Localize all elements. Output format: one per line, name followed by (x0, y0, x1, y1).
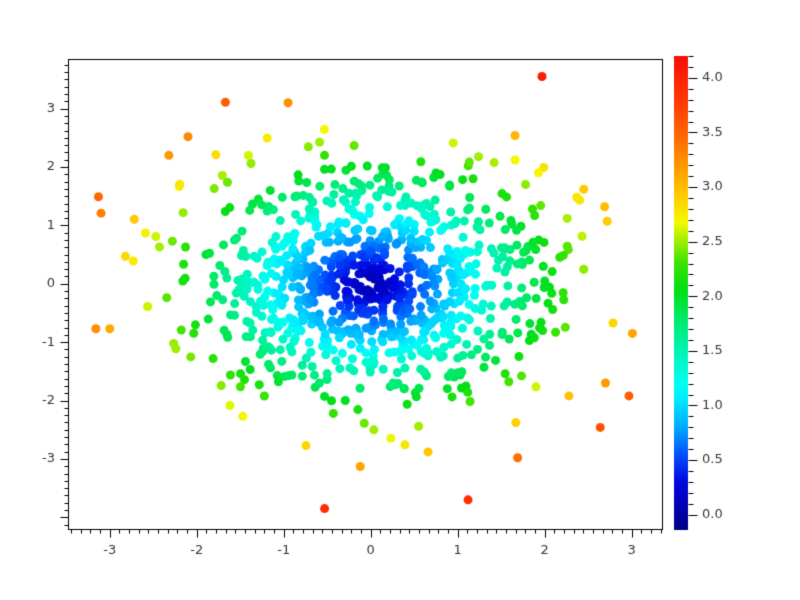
scatter-figure (0, 0, 800, 600)
scatter-plot-canvas (0, 0, 800, 600)
